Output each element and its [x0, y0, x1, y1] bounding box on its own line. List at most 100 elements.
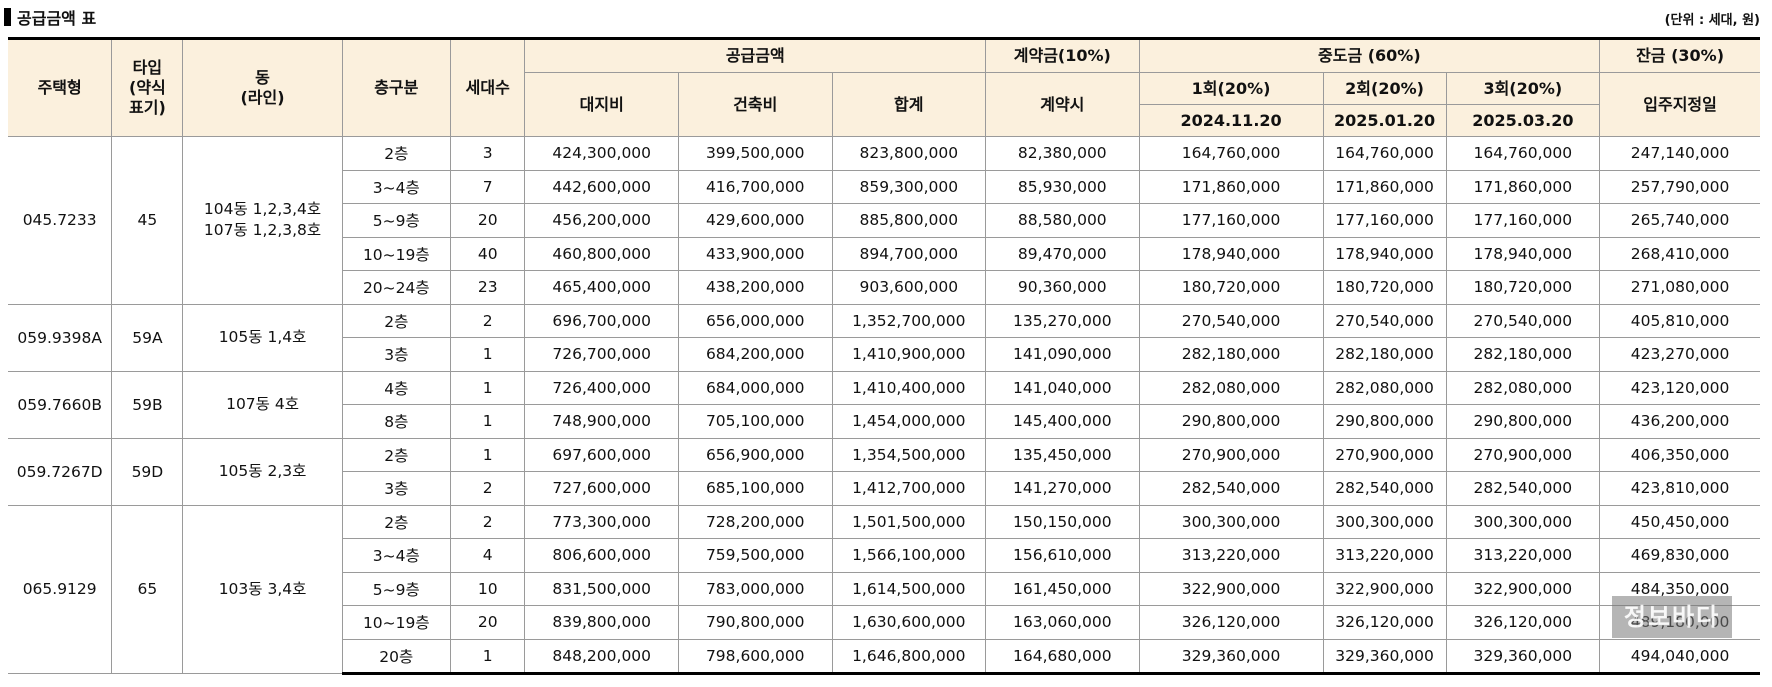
watermark: 정보바다: [1612, 596, 1732, 638]
cell-balance: 423,120,000: [1599, 370, 1760, 405]
cell-land: 465,400,000: [524, 270, 679, 305]
cell-units: 20: [449, 203, 526, 238]
header-m3-date: 2025.03.20: [1445, 104, 1600, 137]
header-m2-date: 2025.01.20: [1322, 104, 1447, 137]
cell-total: 903,600,000: [831, 270, 987, 305]
cell-land: 748,900,000: [524, 404, 679, 439]
header-m2: 2회(20%): [1322, 72, 1447, 105]
cell-house-type: 045.7233: [8, 136, 113, 305]
table-row: 3층 2 727,600,000 685,100,000 1,412,700,000 14…: [8, 471, 1760, 506]
cell-m1: 329,360,000: [1138, 638, 1324, 675]
cell-balance: 484,350,000: [1599, 571, 1760, 606]
cell-m1: 282,180,000: [1138, 337, 1324, 372]
cell-units: 23: [449, 270, 526, 305]
header-m3: 3회(20%): [1445, 72, 1601, 105]
cell-total: 1,410,400,000: [831, 370, 987, 405]
cell-deposit: 161,450,000: [985, 571, 1140, 606]
cell-type: 59D: [111, 437, 184, 506]
cell-floor: 3층: [342, 471, 451, 506]
cell-land: 456,200,000: [524, 203, 679, 238]
cell-m2: 329,360,000: [1322, 638, 1447, 675]
cell-units: 1: [449, 437, 526, 472]
cell-m2: 164,760,000: [1322, 136, 1447, 171]
cell-m3: 178,940,000: [1445, 236, 1601, 271]
unit-note: (단위 : 세대, 원): [1664, 13, 1760, 28]
cell-m3: 326,120,000: [1445, 605, 1601, 640]
cell-floor: 3~4층: [342, 169, 451, 204]
cell-m1: 282,080,000: [1138, 370, 1324, 405]
cell-building: 759,500,000: [677, 538, 833, 573]
cell-m1: 171,860,000: [1138, 169, 1324, 204]
cell-m3: 270,540,000: [1445, 303, 1601, 338]
header-m1: 1회(20%): [1138, 72, 1324, 105]
cell-deposit: 163,060,000: [985, 605, 1140, 640]
table-row: 5~9층 20 456,200,000 429,600,000 885,800,000 8…: [8, 203, 1760, 238]
cell-deposit: 90,360,000: [985, 270, 1140, 305]
cell-m2: 180,720,000: [1322, 270, 1447, 305]
cell-deposit: 164,680,000: [985, 638, 1140, 675]
cell-m2: 177,160,000: [1322, 203, 1447, 238]
cell-m1: 326,120,000: [1138, 605, 1324, 640]
cell-balance: 469,830,000: [1599, 538, 1760, 573]
table-row: 059.7660B 59B 107동 4호 4층 1 726,400,000 684,000…: [8, 370, 1760, 439]
cell-units: 1: [449, 337, 526, 372]
cell-units: 10: [449, 571, 526, 606]
cell-balance: 494,040,000: [1599, 638, 1760, 675]
cell-m3: 164,760,000: [1445, 136, 1601, 171]
cell-m1: 290,800,000: [1138, 404, 1324, 439]
cell-m3: 282,080,000: [1445, 370, 1601, 405]
cell-floor: 10~19층: [342, 605, 451, 640]
cell-balance: 450,450,000: [1599, 504, 1760, 539]
cell-land: 424,300,000: [524, 136, 679, 171]
cell-floor: 2층: [341, 504, 451, 539]
cell-total: 1,454,000,000: [831, 404, 987, 439]
cell-deposit: 141,090,000: [985, 337, 1140, 372]
cell-land: 848,200,000: [524, 638, 679, 675]
cell-total: 1,566,100,000: [831, 538, 987, 573]
cell-total: 1,646,800,000: [831, 638, 987, 675]
header-deposit: 계약금(10%): [985, 37, 1140, 73]
cell-floor: 8층: [342, 404, 451, 439]
cell-building: 705,100,000: [677, 404, 833, 439]
dong-line: 107동 1,2,3,8호: [203, 221, 322, 240]
cell-units: 2: [449, 504, 526, 539]
cell-m2: 282,540,000: [1322, 471, 1447, 506]
header-building: 건축비: [677, 72, 833, 137]
cell-balance: 406,350,000: [1599, 437, 1760, 472]
cell-total: 894,700,000: [831, 236, 987, 271]
cell-total: 1,410,900,000: [831, 337, 987, 372]
cell-deposit: 135,450,000: [985, 437, 1140, 472]
header-units: 세대수: [449, 37, 526, 137]
cell-deposit: 141,040,000: [985, 370, 1140, 405]
cell-dong: 105동 1,4호: [182, 303, 343, 372]
cell-units: 1: [449, 404, 526, 439]
cell-m1: 164,760,000: [1138, 136, 1324, 171]
cell-dong: 104동 1,2,3,4호 107동 1,2,3,8호: [182, 136, 343, 305]
cell-m1: 322,900,000: [1138, 571, 1324, 606]
cell-deposit: 89,470,000: [985, 236, 1140, 271]
cell-m2: 313,220,000: [1322, 538, 1447, 573]
cell-building: 684,200,000: [677, 337, 833, 372]
cell-total: 1,352,700,000: [831, 303, 987, 338]
cell-building: 416,700,000: [677, 169, 833, 204]
cell-house-type: 059.7660B: [8, 370, 113, 439]
cell-m3: 171,860,000: [1445, 169, 1601, 204]
table-row: 3~4층 7 442,600,000 416,700,000 859,300,000 85…: [8, 169, 1760, 204]
cell-land: 831,500,000: [524, 571, 679, 606]
table-row: 10~19층 40 460,800,000 433,900,000 894,700,00…: [8, 236, 1760, 271]
cell-m1: 178,940,000: [1138, 236, 1324, 271]
cell-total: 1,412,700,000: [831, 471, 987, 506]
cell-units: 3: [449, 136, 526, 171]
cell-deposit: 88,580,000: [985, 203, 1140, 238]
cell-units: 7: [449, 169, 526, 204]
header-m1-date: 2024.11.20: [1139, 104, 1324, 137]
cell-total: 859,300,000: [831, 169, 987, 204]
header-balance-sub: 입주지정일: [1599, 72, 1760, 137]
cell-m2: 326,120,000: [1322, 605, 1447, 640]
cell-building: 728,200,000: [677, 504, 833, 539]
cell-land: 696,700,000: [524, 303, 679, 338]
cell-land: 726,400,000: [524, 370, 679, 405]
cell-house-type: 065.9129: [8, 504, 113, 674]
cell-dong: 107동 4호: [182, 370, 343, 439]
cell-m2: 282,080,000: [1322, 370, 1447, 405]
